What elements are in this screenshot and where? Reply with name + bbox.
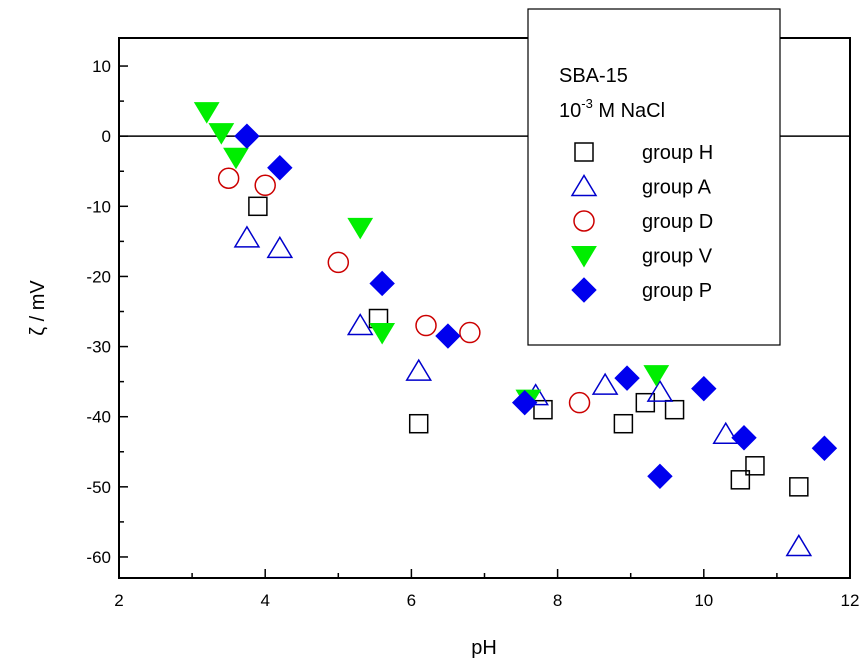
data-point <box>234 123 260 149</box>
data-point <box>459 321 481 344</box>
data-point <box>745 456 765 476</box>
legend-marker <box>573 210 595 232</box>
data-point <box>233 225 261 248</box>
y-tick-label: -30 <box>86 338 111 357</box>
data-point <box>405 358 433 381</box>
legend-box <box>527 8 781 346</box>
legend-header-line2: 10-3 M NaCl <box>559 96 665 122</box>
x-tick-label: 4 <box>260 591 269 610</box>
legend-entry: group H <box>574 142 713 164</box>
legend-label: group H <box>642 142 713 164</box>
data-point <box>664 399 685 420</box>
legend-header-base: 10 <box>559 100 581 122</box>
data-point <box>327 251 350 274</box>
data-point <box>712 421 740 444</box>
data-points <box>193 102 838 557</box>
legend-header-sup: -3 <box>581 96 593 111</box>
legend: SBA-15 10-3 M NaCl group H group A group D… <box>527 8 781 346</box>
y-tick-label: 0 <box>102 127 111 146</box>
data-point <box>811 435 838 461</box>
data-point <box>635 392 656 413</box>
legend-label: group D <box>642 211 713 233</box>
tick-labels: 2 4 6 8 10 12 10 0 -10 -20 -30 -40 -50 -60 <box>86 57 859 610</box>
x-axis-title: pH <box>471 637 497 659</box>
x-tick-label: 2 <box>114 591 123 610</box>
y-axis-title: ζ / mV <box>27 280 49 336</box>
data-point <box>647 463 673 490</box>
data-point <box>785 533 813 557</box>
data-point <box>789 477 809 497</box>
data-point <box>691 375 717 402</box>
data-point <box>217 167 240 190</box>
data-point <box>369 323 396 345</box>
legend-entry: group D <box>573 210 713 233</box>
y-tick-label: -50 <box>86 478 111 497</box>
axis-ticks <box>118 65 851 578</box>
data-point <box>266 235 294 259</box>
legend-header-rest: M NaCl <box>593 100 665 122</box>
series-group-D <box>217 167 591 414</box>
data-point <box>369 270 395 297</box>
data-point <box>591 372 619 395</box>
legend-entry: group A <box>570 174 712 199</box>
data-point <box>248 196 268 217</box>
data-point <box>208 123 235 145</box>
legend-label: group A <box>642 177 712 199</box>
x-tick-label: 6 <box>407 591 416 610</box>
data-point <box>223 147 249 170</box>
data-point <box>646 379 674 402</box>
legend-entry: group P <box>571 277 712 303</box>
legend-entries: group H group A group D group V group P <box>570 142 713 303</box>
data-point <box>346 313 374 336</box>
data-point <box>267 155 293 181</box>
data-point <box>533 399 553 420</box>
series-group-P <box>234 123 838 490</box>
legend-marker <box>570 174 598 197</box>
y-tick-label: -40 <box>86 408 111 427</box>
legend-header-line1: SBA-15 <box>559 65 628 87</box>
legend-entry: group V <box>571 246 713 268</box>
data-point <box>254 174 276 197</box>
legend-marker <box>574 142 594 162</box>
legend-marker <box>571 246 597 268</box>
data-point <box>613 413 634 434</box>
y-tick-label: 10 <box>92 57 111 76</box>
y-tick-label: -60 <box>86 548 111 567</box>
data-point <box>408 413 429 434</box>
y-tick-label: -20 <box>86 267 111 286</box>
data-point <box>614 365 640 391</box>
legend-marker <box>571 277 597 303</box>
x-tick-label: 12 <box>841 591 860 610</box>
data-point <box>193 102 220 124</box>
legend-label: group V <box>642 246 713 268</box>
data-point <box>568 391 591 414</box>
legend-label: group P <box>642 280 712 302</box>
data-point <box>435 323 461 349</box>
data-point <box>511 389 538 416</box>
data-point <box>347 217 374 240</box>
data-point <box>731 425 757 451</box>
x-tick-label: 8 <box>553 591 562 610</box>
y-tick-label: -10 <box>86 197 111 216</box>
x-tick-label: 10 <box>694 591 713 610</box>
data-point <box>415 314 437 337</box>
data-point <box>643 365 670 387</box>
data-point <box>730 470 751 490</box>
